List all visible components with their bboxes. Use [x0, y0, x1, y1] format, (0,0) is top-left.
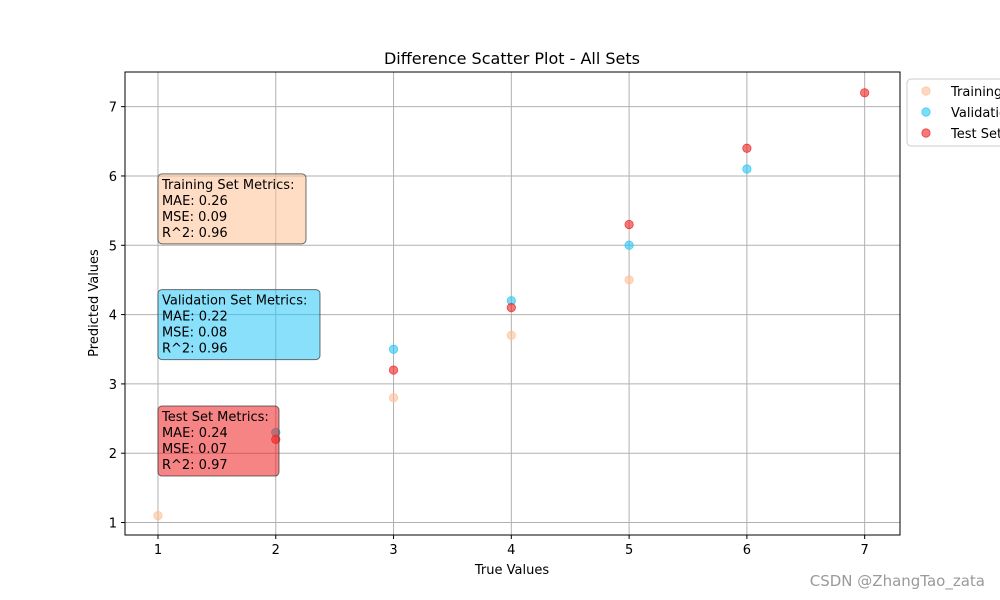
data-point: [742, 143, 752, 153]
test-metrics-line: MAE: 0.24: [162, 426, 228, 441]
legend: Training Set Validation Set Test Set: [906, 78, 1000, 147]
x-tick-label: 5: [625, 543, 633, 558]
data-point: [388, 365, 399, 375]
y-tick-label: 1: [109, 517, 117, 532]
plot-frame: [124, 71, 901, 536]
validation-metrics-line: MSE: 0.08: [162, 326, 227, 341]
x-tick-label: 3: [389, 543, 397, 558]
legend-label: Validation Set: [951, 106, 1000, 121]
data-point: [153, 510, 163, 521]
y-tick-label: 7: [109, 101, 117, 116]
validation-metrics-line: R^2: 0.96: [162, 342, 228, 357]
data-point: [742, 164, 752, 174]
data-point: [624, 240, 634, 250]
x-tick-label: 6: [743, 543, 751, 558]
legend-marker: [921, 107, 931, 117]
validation-metrics-line: Validation Set Metrics:: [162, 294, 307, 309]
x-tick-label: 2: [272, 543, 280, 558]
legend-label: Training Set: [950, 85, 1000, 100]
chart-title: Difference Scatter Plot - All Sets: [384, 49, 640, 68]
x-axis-label: True Values: [474, 563, 549, 578]
validation-metrics-line: MAE: 0.22: [162, 310, 228, 325]
data-point: [388, 393, 399, 403]
data-point: [624, 275, 634, 285]
y-tick-label: 4: [109, 309, 117, 324]
test-metrics-line: Test Set Metrics:: [161, 410, 269, 425]
x-tick-label: 7: [861, 543, 869, 558]
legend-frame: [906, 78, 1000, 147]
test-metrics-line: MSE: 0.07: [162, 442, 227, 457]
axis-ticks: 1 2 3 4 5 6 7 1 2 3 4 5 6 7: [109, 101, 869, 558]
training-metrics-line: MSE: 0.09: [162, 210, 227, 225]
legend-label: Test Set: [950, 127, 1000, 142]
data-point: [388, 344, 399, 354]
legend-marker: [921, 86, 931, 96]
watermark: CSDN @ZhangTao_zata: [809, 572, 985, 590]
y-axis-label: Predicted Values: [87, 249, 102, 357]
y-tick-label: 2: [109, 447, 117, 462]
y-tick-label: 3: [109, 378, 117, 393]
test-metrics-line: R^2: 0.97: [162, 458, 228, 473]
data-point: [624, 219, 634, 230]
y-tick-label: 6: [109, 170, 117, 185]
x-tick-label: 1: [154, 543, 162, 558]
training-metrics-line: MAE: 0.26: [162, 194, 228, 209]
data-point: [506, 330, 516, 340]
y-tick-label: 5: [109, 239, 117, 254]
legend-marker: [921, 128, 931, 138]
series-test-set: [271, 88, 870, 444]
training-metrics-line: R^2: 0.96: [162, 226, 228, 241]
data-point: [506, 303, 516, 313]
data-point: [860, 88, 870, 98]
training-metrics-line: Training Set Metrics:: [161, 178, 294, 193]
x-tick-label: 4: [507, 543, 515, 558]
